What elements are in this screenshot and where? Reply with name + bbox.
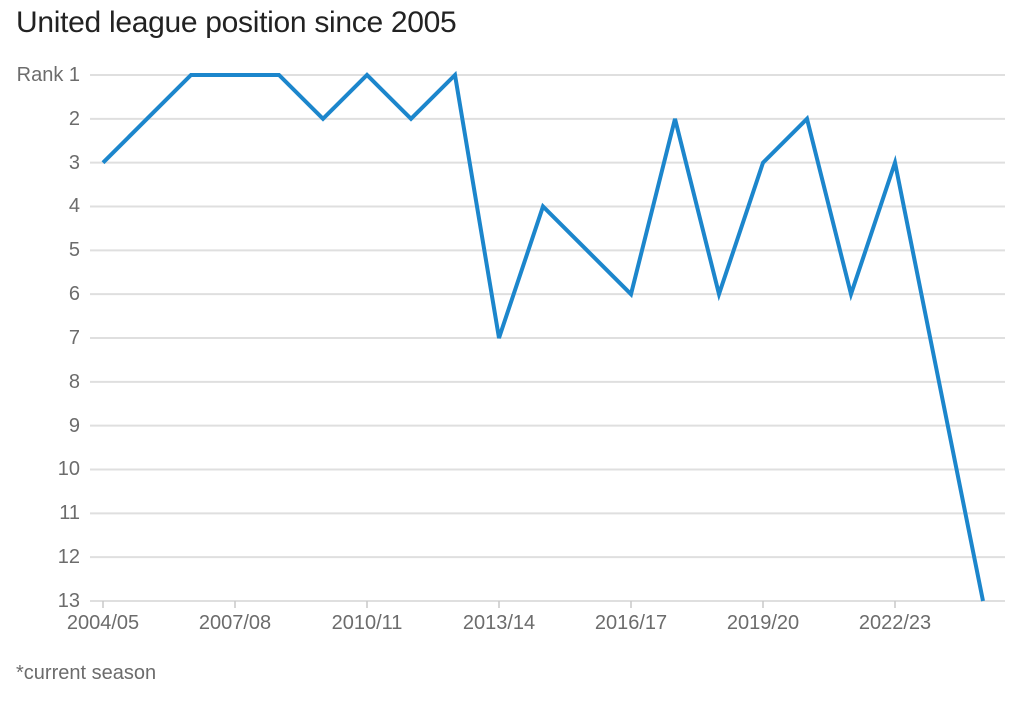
league-position-line	[101, 70, 985, 602]
y-tick-label: 8	[68, 370, 80, 393]
y-tick-label: 3	[68, 151, 80, 174]
y-tick-label: 5	[68, 239, 80, 262]
x-tick-label: 2010/11	[331, 612, 403, 634]
x-tick-label: 2004/05	[66, 612, 140, 634]
y-tick-label: 7	[68, 326, 80, 349]
x-tick-label: 2016/17	[594, 612, 668, 634]
x-tick-label: 2022/23	[858, 612, 932, 634]
x-tick-label: 2007/08	[198, 612, 272, 634]
y-tick-label: 11	[59, 502, 80, 525]
y-tick-label: 6	[68, 283, 80, 306]
y-tick-label: 4	[68, 195, 80, 218]
footnote: *current season	[16, 662, 157, 684]
y-tick-label: 10	[57, 458, 80, 481]
x-tick-label: 2013/14	[462, 612, 536, 634]
y-tick-label: Rank 1	[16, 64, 80, 86]
y-tick-label: 12	[57, 546, 80, 569]
y-tick-label: 2	[68, 107, 80, 130]
y-tick-label: 9	[68, 414, 80, 437]
x-tick-label: 2019/20	[726, 612, 800, 634]
chart-title: United league position since 2005	[16, 6, 457, 39]
y-tick-label: 13	[57, 589, 80, 612]
